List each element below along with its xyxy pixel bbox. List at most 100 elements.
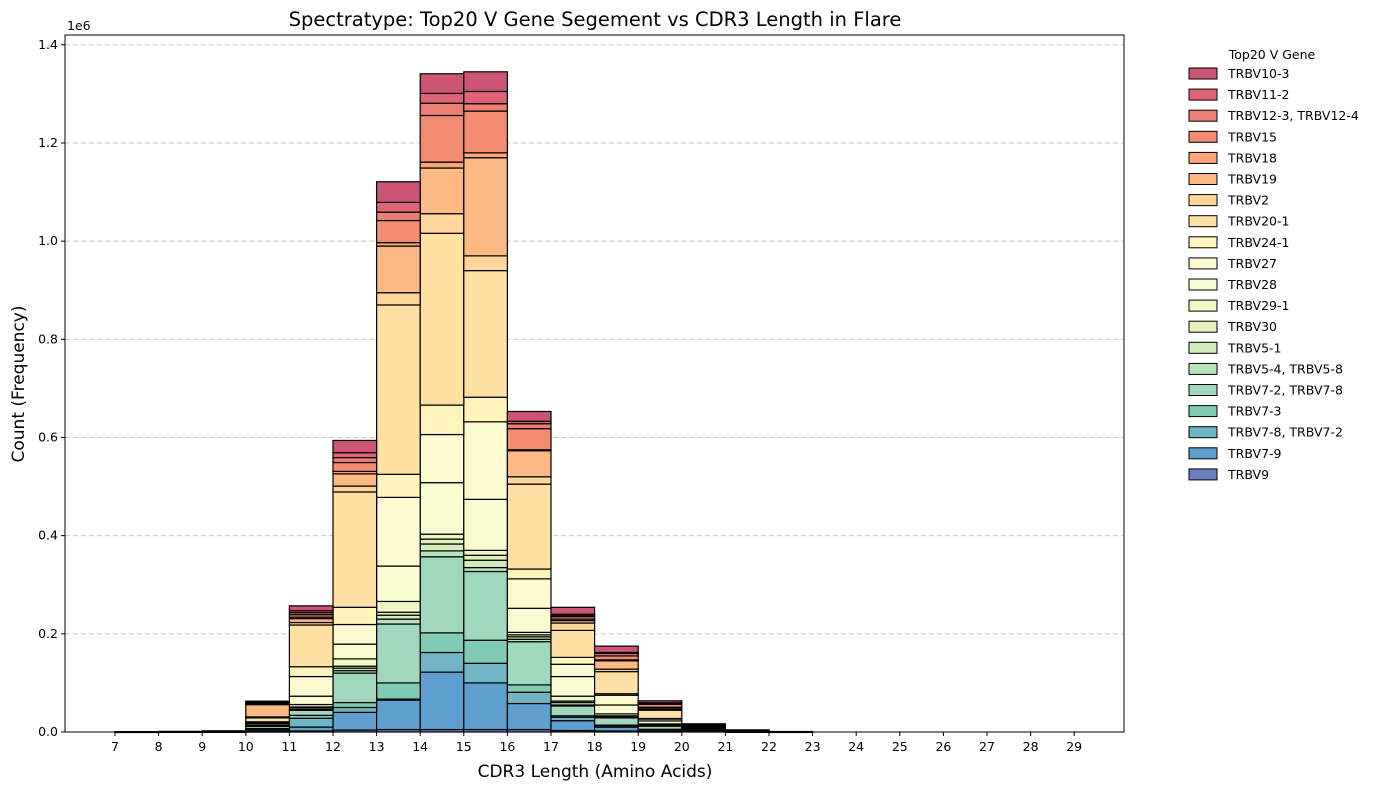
bar-segment [419,232,465,406]
bar-segment [463,421,508,500]
bar-segment [637,700,683,704]
bar-segment [419,550,465,558]
x-tick-label: 13 [369,739,385,754]
x-tick-label: 10 [238,739,254,754]
bar-segment [506,691,552,705]
bar-segment [419,533,465,540]
bar-segment [506,410,552,422]
y-tick-label: 1.2 [38,135,58,150]
bar-segment [376,618,421,625]
bar-segment [288,695,334,706]
bar-segment [376,623,421,684]
bar-segment [419,213,465,234]
bar-segment [376,496,421,567]
bar-segment [463,255,508,272]
legend-label: TRBV10-3 [1227,66,1289,81]
bar-segment [463,157,508,257]
legend-label: TRBV7-8, TRBV7-2 [1227,425,1343,440]
legend-swatch [1188,236,1218,249]
bar-segment [550,705,596,717]
x-tick-label: 26 [935,739,951,754]
bar-segment [419,161,465,169]
bar-segment [376,181,421,203]
bar-segment [376,565,421,603]
legend-label: TRBV11-2 [1227,87,1289,102]
bar-segment [332,706,378,713]
bar-segment [332,643,378,660]
bar-segment [376,292,421,306]
legend-swatch [1188,362,1218,375]
bar-segment [419,482,465,535]
legend-swatch [1188,88,1218,101]
legend-label: TRBV28 [1227,277,1277,292]
y-scale-label: 1e6 [67,18,91,33]
bar-segment [724,729,770,732]
x-tick-label: 12 [325,739,341,754]
bars-group [114,71,814,734]
x-tick-label: 28 [1023,739,1039,754]
chart-title: Spectratype: Top20 V Gene Segement vs CD… [289,8,902,31]
legend-label: TRBV15 [1227,129,1277,144]
legend-label: TRBV2 [1227,193,1269,208]
y-axis-label: Count (Frequency) [9,306,29,463]
bar-segment [376,600,421,613]
bar-segment [550,629,596,658]
legend-swatch [1188,257,1218,270]
y-tick-label: 0.6 [38,429,58,444]
axes-group: 0.0 0.2 0.4 0.6 0.8 1.0 1.2 1.4 7 8 9 10 11 12 13 14 15 1… [38,34,1125,754]
bar-segment [419,543,465,552]
bar-segment [419,92,465,104]
bar-segment [463,90,508,105]
bar-segment [463,103,508,112]
bar-segment [245,704,291,718]
x-tick-label: 29 [1066,739,1082,754]
x-tick-label: 11 [281,739,297,754]
x-tick-label: 9 [198,739,206,754]
bar-segment [419,538,465,545]
bar-segment [593,645,639,654]
y-tick-label: 0.2 [38,626,58,641]
legend-label: TRBV7-3 [1227,404,1281,419]
bar-segment [376,245,421,294]
bar-segment [593,671,639,695]
legend-swatch [1188,109,1218,122]
bar-segment [506,423,552,430]
bar-segment [332,491,378,608]
bar-segment [419,433,465,484]
bar-segment [332,711,378,731]
bar-segment [201,730,247,733]
bar-segment [419,114,465,163]
bar-segment [506,702,552,731]
bar-segment [506,476,552,485]
bar-segment [332,439,378,454]
legend-swatch [1188,320,1218,333]
legend-label: TRBV7-2, TRBV7-8 [1227,383,1343,398]
bar-segment [332,623,378,645]
bar-segment [550,675,596,697]
bar-segment [550,656,596,665]
bar-segment [550,622,596,631]
bar-segment [419,556,465,634]
bar-segment [332,457,378,464]
bar-segment [419,651,465,673]
bar-segment [593,660,639,670]
legend-swatch [1188,341,1218,354]
legend-label: TRBV29-1 [1227,298,1289,313]
x-tick-label: 20 [674,739,690,754]
bar-segment [550,695,596,702]
bar-segment [550,720,596,732]
bar-segment [332,672,378,704]
x-tick-label: 22 [761,739,777,754]
bar-segment [376,699,421,731]
bar-segment [419,102,465,117]
legend-swatch [1188,151,1218,164]
bar-segment [593,704,639,715]
bar-segment [332,701,378,709]
x-tick-label: 21 [717,739,733,754]
bar-segment [637,709,683,720]
x-tick-label: 23 [805,739,821,754]
bar-segment [288,675,334,697]
x-tick-label: 18 [587,739,603,754]
legend-swatch [1188,299,1218,312]
bar-segment [376,304,421,475]
